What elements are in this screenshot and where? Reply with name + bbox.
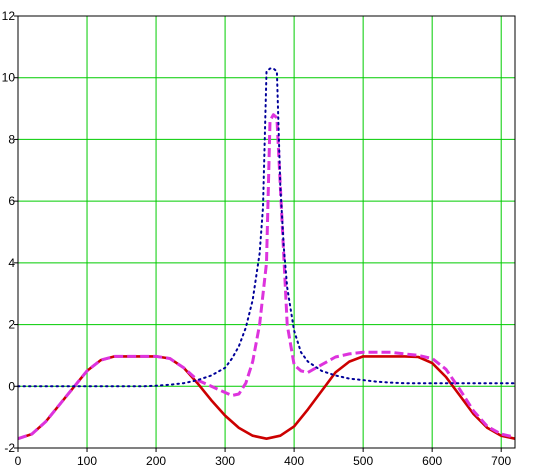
x-axis: 0 100 200 300 400 500 600 700 — [15, 448, 512, 468]
x-tick-label: 0 — [15, 454, 22, 468]
series-line-2-dashed — [17, 113, 516, 441]
series-layer — [17, 67, 516, 441]
y-tick-label: 12 — [2, 9, 16, 23]
x-tick-label: 500 — [353, 454, 373, 468]
y-tick-label: 6 — [8, 194, 15, 208]
x-tick-label: 400 — [284, 454, 304, 468]
y-tick-label: -2 — [4, 441, 15, 455]
x-tick-label: 100 — [77, 454, 97, 468]
plot-area-border — [17, 15, 516, 449]
y-axis: -2 0 2 4 6 8 10 12 — [2, 9, 18, 455]
series-line-1-solid — [17, 355, 516, 441]
y-tick-label: 0 — [8, 379, 15, 393]
x-tick-label: 200 — [146, 454, 166, 468]
y-tick-label: 2 — [8, 318, 15, 332]
y-tick-label: 8 — [8, 132, 15, 146]
series-line-3-dotted — [17, 67, 516, 388]
y-tick-label: 10 — [2, 71, 16, 85]
x-tick-label: 600 — [422, 454, 442, 468]
x-tick-label: 700 — [491, 454, 511, 468]
plot-frame — [17, 15, 516, 449]
x-tick-label: 300 — [215, 454, 235, 468]
y-tick-label: 4 — [8, 256, 15, 270]
